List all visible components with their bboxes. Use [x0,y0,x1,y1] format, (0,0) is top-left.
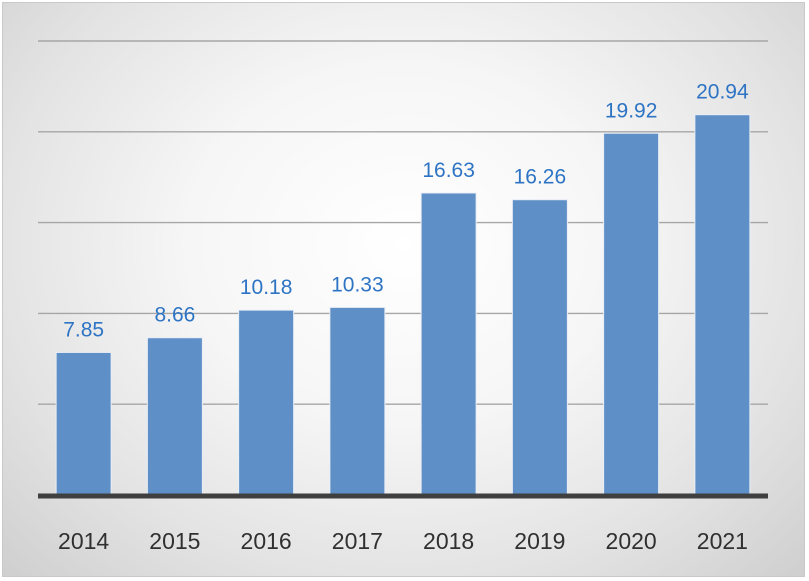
data-label-2020: 19.92 [605,99,658,122]
bar-2014 [55,351,112,496]
x-tick-label-2019: 2019 [514,528,565,554]
x-tick-label-2021: 2021 [697,528,748,554]
bar-chart: 7.85 2014 8.66 2015 10.18 2016 10.33 2017 16.63 2… [38,40,768,554]
data-label-2019: 16.26 [514,166,567,189]
x-tick-label-2017: 2017 [332,528,383,554]
data-label-2014: 7.85 [63,318,104,341]
data-label-2015: 8.66 [154,304,195,327]
bar-2017 [329,306,386,496]
x-tick-label-2015: 2015 [149,528,200,554]
bar-2015 [146,337,203,496]
bar-2018 [420,192,477,496]
x-tick-label-2016: 2016 [241,528,292,554]
data-label-2018: 16.63 [422,159,475,182]
bar-2021 [694,114,751,496]
bar-2020 [603,132,660,496]
bar-2016 [238,309,295,496]
data-label-2021: 20.94 [696,81,749,104]
data-label-2016: 10.18 [240,276,293,299]
bar-2019 [511,199,568,496]
x-tick-label-2014: 2014 [58,528,109,554]
data-label-2017: 10.33 [331,273,384,296]
x-tick-label-2018: 2018 [423,528,474,554]
x-tick-label-2020: 2020 [606,528,657,554]
